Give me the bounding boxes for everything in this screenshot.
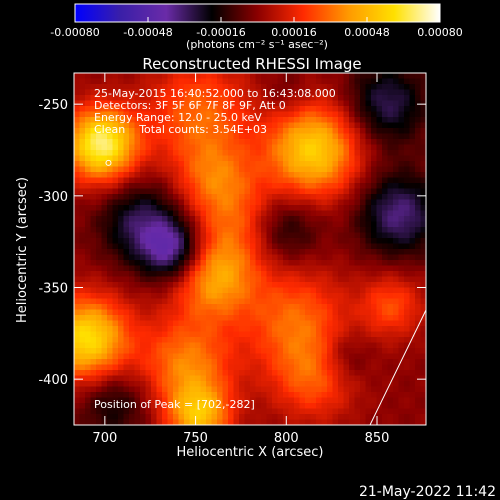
colorbar-tick-label: 0.00048 [344,26,390,39]
peak-marker [105,159,112,166]
x-tick-label: 750 [183,431,208,446]
colorbar-tick-label: 0.00080 [417,26,463,39]
info-text: 25-May-2015 16:40:52.000 to 16:43:08.000… [94,87,336,411]
y-tick-label: -300 [38,190,68,205]
chart-title: Reconstructed RHESSI Image [142,55,361,73]
y-tick-label: -250 [38,98,68,113]
heatmap-image [74,73,426,425]
peak-position-label: Position of Peak = [702,-282] [94,398,255,411]
info-line-time: 25-May-2015 16:40:52.000 to 16:43:08.000 [94,87,336,100]
y-axis-label: Heliocentric Y (arcsec) [15,177,30,323]
colorbar-tick-label: -0.00080 [50,26,99,39]
colorbar-tick-label: 0.00016 [271,26,317,39]
y-tick-label: -400 [38,373,68,388]
timestamp: 21-May-2022 11:42 [359,484,496,500]
x-tick-label: 700 [92,431,117,446]
colorbar-frame [74,3,441,23]
limb-line [369,309,427,426]
colorbar-unit-label: (photons cm⁻² s⁻¹ asec⁻²) [186,38,328,51]
colorbar: -0.00080 -0.00048 -0.00016 0.00016 0.00048 0.… [50,3,463,51]
info-line-energy: Energy Range: 12.0 - 25.0 keV [94,111,262,124]
info-line-counts: Clean Total counts: 3.54E+03 [94,123,267,136]
colorbar-ticks: -0.00080 -0.00048 -0.00016 0.00016 0.00048 0.… [50,17,463,39]
colorbar-tick-label: -0.00048 [123,26,172,39]
y-tick-label: -350 [38,282,68,297]
colorbar-tick-label: -0.00016 [196,26,245,39]
x-tick-label: 800 [274,431,299,446]
info-line-detectors: Detectors: 3F 5F 6F 7F 8F 9F, Att 0 [94,99,286,112]
x-tick-label: 850 [365,431,390,446]
x-axis-label: Heliocentric X (arcsec) [177,445,324,460]
plot-area: 700 750 800 850 -250 -300 -350 -400 [38,72,427,446]
axis-ticks: 700 750 800 850 -250 -300 -350 -400 [38,73,426,446]
plot-frame [73,72,427,426]
colorbar-gradient [75,4,440,22]
